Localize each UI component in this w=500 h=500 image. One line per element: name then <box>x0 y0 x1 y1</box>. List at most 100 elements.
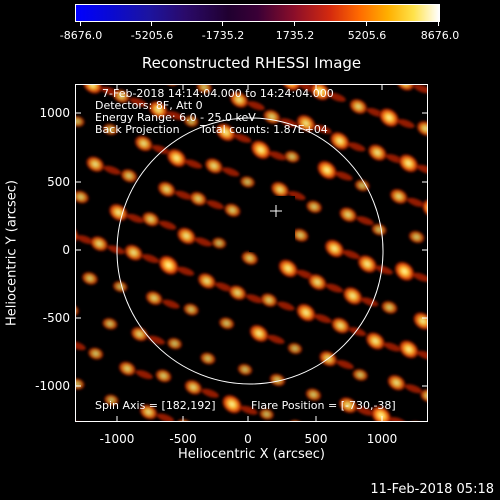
emission-blob <box>398 339 420 360</box>
y-tick-label: -1000 <box>35 379 70 393</box>
emission-blob <box>370 405 392 421</box>
emission-blob <box>407 230 426 244</box>
emission-bridge <box>194 237 212 247</box>
emission-blob <box>141 211 161 228</box>
emission-blob <box>277 258 299 279</box>
y-axis-title: Heliocentric Y (arcsec) <box>4 180 20 326</box>
emission-blob <box>304 387 322 402</box>
colorbar-tick <box>151 21 152 26</box>
emission-blob <box>87 346 105 361</box>
emission-blob <box>309 85 331 102</box>
emission-bridge <box>407 197 425 207</box>
solar-limb-circle <box>116 117 384 385</box>
emission-blob <box>223 202 242 218</box>
emission-blob <box>416 120 427 137</box>
emission-blob <box>258 407 275 421</box>
emission-blob <box>204 157 224 175</box>
emission-bridge <box>185 159 203 169</box>
emission-bridge <box>417 350 427 360</box>
emission-bridge <box>375 265 393 275</box>
spin-axis-marker <box>270 205 282 217</box>
emission-blob <box>138 403 159 421</box>
emission-bridge <box>277 301 295 311</box>
emission-blob <box>166 148 188 168</box>
emission-bridge <box>383 342 401 352</box>
emission-bridge <box>76 235 94 245</box>
emission-bridge <box>206 200 224 210</box>
generation-timestamp: 11-Feb-2018 05:18 <box>370 482 494 497</box>
emission-blob <box>329 131 351 151</box>
emission-bridge <box>336 360 354 370</box>
emission-blob <box>280 85 302 92</box>
emission-blob <box>112 280 129 293</box>
emission-bridge <box>389 417 407 421</box>
emission-bridge <box>129 97 147 107</box>
detectors-text: Detectors: 8F, Att 0 <box>95 99 203 112</box>
emission-bridge <box>314 124 332 134</box>
emission-blob <box>123 243 144 262</box>
emission-bridge <box>246 294 264 304</box>
emission-blob <box>378 107 400 128</box>
emission-blob <box>236 363 254 376</box>
emission-bridge <box>404 384 423 394</box>
emission-bridge <box>267 334 285 344</box>
emission-blob <box>157 254 180 276</box>
emission-blob <box>117 360 137 377</box>
emission-blob <box>393 260 416 282</box>
emission-blob <box>148 100 169 119</box>
emission-blob <box>215 122 237 143</box>
emission-blob <box>199 351 217 366</box>
emission-bridge <box>166 111 184 121</box>
emission-blob <box>305 199 323 214</box>
colorbar-tick <box>80 21 81 26</box>
emission-blob <box>380 300 399 315</box>
emission-bridge <box>135 370 153 380</box>
flare-position-text: Flare Position = [-730,-38] <box>251 399 396 412</box>
emission-blob <box>108 203 129 222</box>
emission-blob <box>291 227 310 243</box>
emission-blob <box>166 337 183 351</box>
colorbar-tick <box>294 21 295 26</box>
emission-bridge <box>412 272 427 282</box>
emission-blob <box>342 286 364 306</box>
emission-blob <box>101 317 119 331</box>
emission-blob <box>81 271 99 286</box>
x-tick-label: 500 <box>304 432 328 446</box>
emission-bridge <box>222 167 240 177</box>
emission-bridge <box>156 413 175 421</box>
emission-bridge <box>397 119 415 129</box>
y-tick-label: -500 <box>42 311 70 325</box>
emission-blob <box>421 198 427 219</box>
emission-blob <box>419 388 427 403</box>
emission-bridge <box>325 283 343 293</box>
emission-bridge <box>107 245 125 255</box>
emission-blob <box>154 368 173 384</box>
emission-bridge <box>215 282 233 292</box>
emission-bridge <box>147 335 166 345</box>
image-plot[interactable] <box>75 84 428 422</box>
colorbar-label: -1735.2 <box>201 29 245 42</box>
emission-bridge <box>342 249 360 260</box>
image-title: Reconstructed RHESSI Image <box>141 54 362 72</box>
x-tick-label: -1000 <box>99 432 135 446</box>
emission-bridge <box>348 142 366 152</box>
emission-blob <box>82 85 103 95</box>
emission-blob <box>228 284 248 301</box>
emission-blob <box>76 189 90 205</box>
spin-axis-mask <box>249 196 295 252</box>
emission-bridge <box>240 405 258 415</box>
colorbar-label-max: 8676.0 <box>420 29 460 42</box>
emission-blob <box>197 272 217 290</box>
emission-bridge <box>416 164 427 174</box>
emission-bridge <box>348 327 367 337</box>
emission-blob <box>398 153 419 174</box>
emission-blob <box>248 324 270 343</box>
emission-blob <box>353 179 371 192</box>
method-text: Back Projection <box>95 123 180 136</box>
emission-blob <box>120 168 138 184</box>
emission-bridge <box>269 151 287 161</box>
emission-bridge <box>314 314 332 324</box>
x-tick-label: -500 <box>169 432 197 446</box>
emission-blob <box>85 155 105 173</box>
emission-blob <box>76 115 86 128</box>
